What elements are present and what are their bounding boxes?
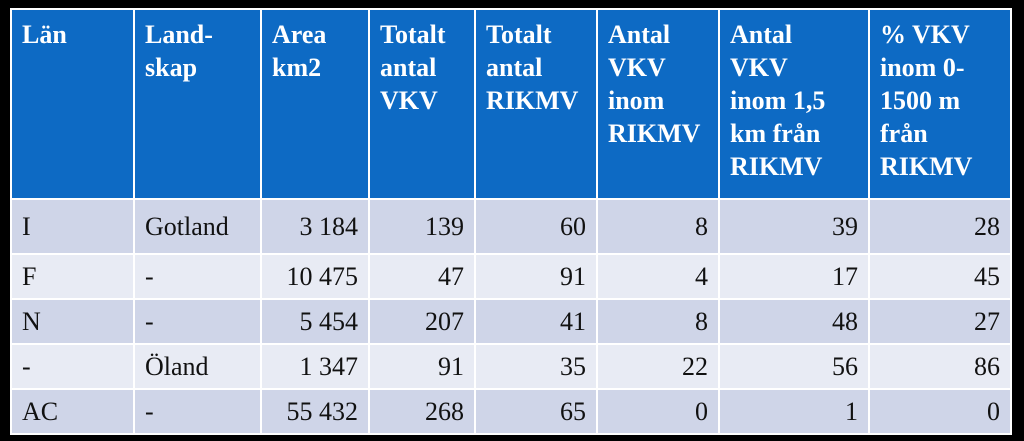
header-text: antal	[486, 53, 543, 82]
table-cell: 27	[868, 298, 1012, 345]
table-cell: 28	[868, 198, 1012, 255]
header-cell: % VKV inom 0- 1500 m från RIKMV	[868, 8, 1012, 200]
table-cell: 0	[596, 388, 720, 435]
table-cell: 47	[368, 253, 476, 300]
header-text: Totalt	[486, 20, 552, 49]
header-text: % VKV	[880, 20, 970, 49]
table-cell: 48	[718, 298, 870, 345]
header-cell: Land-skap	[133, 8, 262, 200]
header-text: inom 0-	[880, 53, 965, 82]
header-text: Area	[272, 20, 327, 49]
header-text: 1500 m	[880, 86, 961, 115]
table-cell: -	[133, 388, 262, 435]
table-cell: 5 454	[260, 298, 370, 345]
table-cell: 22	[596, 343, 720, 390]
table-cell: AC	[10, 388, 135, 435]
table-cell: 4	[596, 253, 720, 300]
table-cell: -	[133, 298, 262, 345]
header-text: km från	[730, 119, 821, 148]
data-table: Län Land-skap Area km2 Totalt antal VKV Totalt a…	[10, 8, 1012, 435]
table-row: AC -55 432 268 65 0 1 0	[10, 388, 1012, 435]
header-cell: Antal VKV inom 1,5 km från RIKMV	[718, 8, 870, 200]
header-text: inom	[608, 86, 665, 115]
header-cell: Län	[10, 8, 135, 200]
header-text: skap	[145, 53, 198, 82]
header-text: RIKMV	[608, 119, 701, 148]
header-text: RIKMV	[486, 86, 579, 115]
header-row: Län Land-skap Area km2 Totalt antal VKV Totalt a…	[10, 8, 1012, 200]
table-cell: 45	[868, 253, 1012, 300]
header-cell: Area km2	[260, 8, 370, 200]
table-cell: 91	[474, 253, 598, 300]
table-cell: 1 347	[260, 343, 370, 390]
table-cell: 17	[718, 253, 870, 300]
table-cell: 268	[368, 388, 476, 435]
table-cell: 1	[718, 388, 870, 435]
table-cell: 10 475	[260, 253, 370, 300]
table-cell: -	[133, 253, 262, 300]
table-row: F -10 475 47 91 4 17 45	[10, 253, 1012, 300]
table-row: I Gotland 3 184 139 60 8 39 28	[10, 198, 1012, 255]
table-cell: 35	[474, 343, 598, 390]
header-text: km2	[272, 53, 322, 82]
table-cell: 39	[718, 198, 870, 255]
table-row: N-5 454 207 41 8 48 27	[10, 298, 1012, 345]
table-cell: F	[10, 253, 135, 300]
header-text: RIKMV	[730, 152, 823, 181]
header-text: Antal	[608, 20, 671, 49]
header-text: från	[880, 119, 928, 148]
table-cell: N	[10, 298, 135, 345]
table-cell: I	[10, 198, 135, 255]
header-text: Totalt	[380, 20, 446, 49]
table-cell: Gotland	[133, 198, 262, 255]
header-text: Land-	[145, 20, 213, 49]
table-cell: 86	[868, 343, 1012, 390]
header-text: VKV	[730, 53, 788, 82]
header-text: inom 1,5	[730, 86, 826, 115]
header-cell: Antal VKV inom RIKMV	[596, 8, 720, 200]
header-text: Antal	[730, 20, 793, 49]
header-text: Län	[22, 20, 67, 49]
table-cell: 65	[474, 388, 598, 435]
table-cell: 55 432	[260, 388, 370, 435]
table-body: I Gotland 3 184 139 60 8 39 28 F -10 475 47 91 4 17 45…	[10, 198, 1012, 435]
table-cell: Öland	[133, 343, 262, 390]
header-text: VKV	[608, 53, 666, 82]
table-cell: 8	[596, 298, 720, 345]
header-text: antal	[380, 53, 437, 82]
table-cell: 0	[868, 388, 1012, 435]
table-cell: 8	[596, 198, 720, 255]
header-cell: Totalt antal RIKMV	[474, 8, 598, 200]
header-cell: Totalt antal VKV	[368, 8, 476, 200]
table-cell: 56	[718, 343, 870, 390]
table-row: - Öland 1 347 91 35 22 56 86	[10, 343, 1012, 390]
header-text: VKV	[380, 86, 438, 115]
table-cell: 3 184	[260, 198, 370, 255]
table-cell: -	[10, 343, 135, 390]
table-cell: 41	[474, 298, 598, 345]
table-cell: 139	[368, 198, 476, 255]
table-cell: 207	[368, 298, 476, 345]
header-text: RIKMV	[880, 152, 973, 181]
table-cell: 60	[474, 198, 598, 255]
table-cell: 91	[368, 343, 476, 390]
